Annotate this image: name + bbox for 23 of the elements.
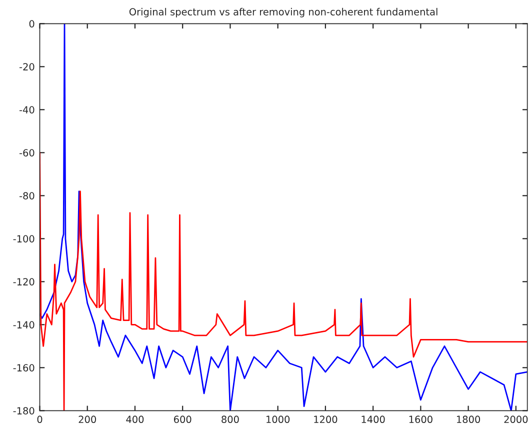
y-tick-label: -100: [13, 235, 34, 242]
x-tick-label: 400: [126, 416, 144, 424]
y-tick-label: -40: [19, 106, 34, 114]
x-tick-label: 0: [37, 416, 42, 424]
x-tick-label: 2000: [504, 416, 528, 424]
y-tick-label: -160: [13, 364, 34, 372]
y-tick-label: -20: [19, 63, 34, 70]
x-tick-label: 1600: [409, 416, 432, 424]
x-tick-label: 1200: [314, 416, 338, 424]
x-tick-label: 1000: [266, 416, 290, 424]
x-tick-label: 600: [174, 416, 192, 424]
y-tick-label: -80: [19, 192, 34, 200]
y-tick-label: -140: [13, 321, 34, 328]
y-tick-label: -120: [13, 278, 34, 286]
x-tick-label: 1800: [457, 416, 480, 424]
y-tick-label: -60: [19, 149, 34, 156]
x-tick-label: 1400: [362, 416, 385, 424]
y-tick-label: 0: [29, 20, 34, 28]
y-tick-label: -180: [13, 407, 34, 414]
line-series: [40, 24, 528, 411]
x-tick-label: 200: [78, 416, 96, 424]
x-tick-label: 800: [222, 416, 239, 424]
chart-title: Original spectrum vs after removing non-coherent fundamental: [129, 8, 438, 18]
